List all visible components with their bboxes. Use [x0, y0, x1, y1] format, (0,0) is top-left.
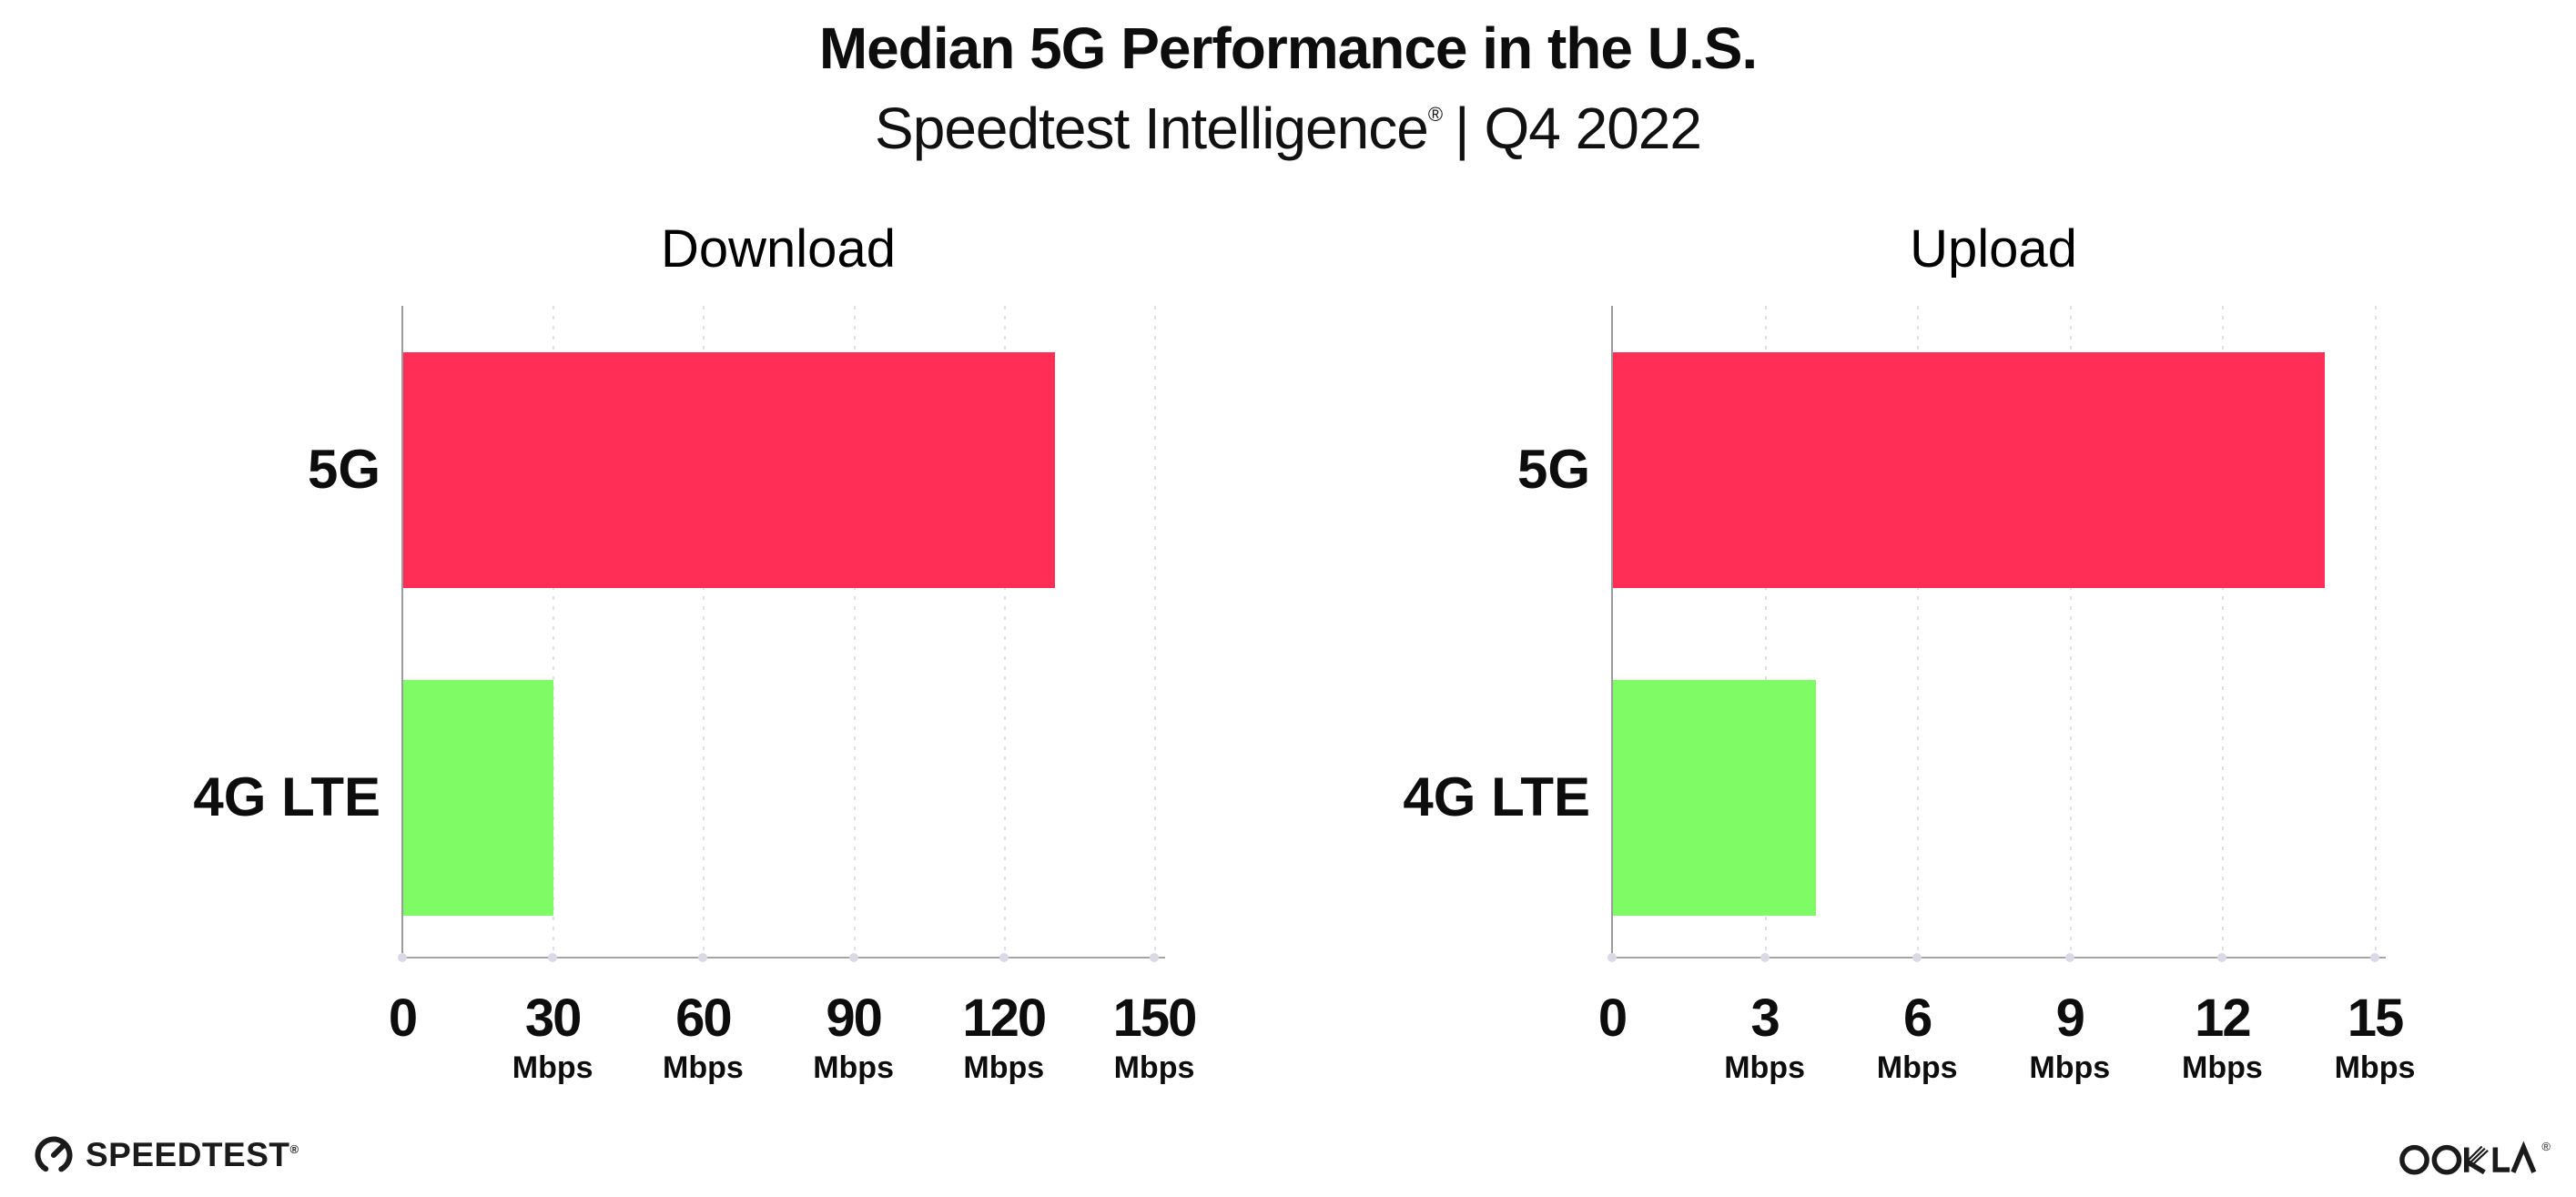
tick-dot: [548, 953, 558, 962]
tick-dot: [848, 953, 858, 962]
tick-dot: [398, 953, 407, 962]
gridline: [2222, 306, 2225, 957]
bar-5g-download: [403, 352, 1055, 588]
gridline: [703, 306, 705, 957]
x-tick-value: 9: [2055, 989, 2085, 1048]
subtitle-period: | Q4 2022: [1455, 96, 1702, 161]
category-label-5g: 5G: [307, 439, 380, 500]
gridline: [1154, 306, 1156, 957]
x-tick-value: 6: [1903, 989, 1932, 1048]
tick-dot: [2370, 953, 2379, 962]
bar-4g-lte-download: [403, 680, 554, 916]
x-tick-value: 3: [1750, 989, 1780, 1048]
x-tick-0: 0: [330, 988, 475, 1049]
x-tick-150: 150 Mbps: [1081, 988, 1227, 1086]
gridline: [853, 306, 856, 957]
gridline: [1003, 306, 1006, 957]
chart-upload: Upload 5G 4G LTE 0 3 Mbps: [1403, 218, 2415, 1085]
gridline: [553, 306, 555, 957]
x-tick-unit: Mbps: [2334, 1050, 2416, 1085]
x-tick-value: 150: [1112, 989, 1198, 1048]
y-axis-line: [401, 306, 403, 959]
x-tick-unit: Mbps: [813, 1050, 894, 1085]
bar-5g-upload: [1613, 352, 2326, 588]
x-tick-6: 6 Mbps: [1844, 988, 1990, 1086]
registered-mark: ®: [2541, 1140, 2551, 1153]
x-tick-12: 12 Mbps: [2149, 988, 2295, 1086]
x-tick-unit: Mbps: [2182, 1050, 2263, 1085]
category-label-4g-lte: 4G LTE: [193, 766, 380, 827]
gridline: [1917, 306, 1920, 957]
registered-mark: ®: [1427, 103, 1443, 126]
tick-dot: [1150, 953, 1159, 962]
x-tick-9: 9 Mbps: [1997, 988, 2143, 1086]
x-tick-unit: Mbps: [512, 1050, 593, 1085]
x-tick-unit: Mbps: [1113, 1050, 1195, 1085]
gridline: [2375, 306, 2377, 957]
chart-download: Download 5G 4G LTE 0 30 Mbps: [193, 218, 1197, 1085]
category-label-5g: 5G: [1516, 439, 1590, 500]
gridline: [1764, 306, 1767, 957]
tick-dot: [698, 953, 708, 962]
plot-area-download: 5G 4G LTE 0 30 Mbps 60 Mbps 90 Mbps 120 …: [193, 306, 1197, 1085]
x-tick-unit: Mbps: [963, 1050, 1045, 1085]
x-tick-unit: Mbps: [2029, 1050, 2111, 1085]
bar-4g-lte-upload: [1613, 680, 1817, 916]
registered-mark: ®: [289, 1142, 299, 1156]
plot-area-upload: 5G 4G LTE 0 3 Mbps 6 Mbps 9 Mbps 12 Mbps: [1403, 306, 2415, 1085]
x-tick-30: 30 Mbps: [480, 988, 625, 1086]
x-tick-value: 120: [962, 989, 1047, 1048]
x-tick-60: 60 Mbps: [630, 988, 776, 1086]
x-tick-value: 15: [2347, 989, 2405, 1048]
speedtest-wordmark: SPEEDTEST®: [86, 1136, 299, 1174]
x-tick-unit: Mbps: [1724, 1050, 1805, 1085]
tick-dot: [999, 953, 1009, 962]
x-tick-90: 90 Mbps: [781, 988, 927, 1086]
page-subtitle: Speedtest Intelligence® | Q4 2022: [0, 95, 2576, 162]
ookla-logo: ®: [2398, 1138, 2551, 1178]
tick-dot: [1607, 953, 1617, 962]
gauge-icon: [35, 1136, 73, 1174]
speedtest-label: SPEEDTEST: [86, 1136, 290, 1173]
page-title: Median 5G Performance in the U.S.: [818, 15, 1758, 81]
ookla-wordmark-icon: [2399, 1141, 2537, 1175]
x-axis-line: [401, 957, 1165, 959]
x-tick-value: 90: [826, 989, 883, 1048]
tick-dot: [1912, 953, 1922, 962]
x-tick-15: 15 Mbps: [2302, 988, 2448, 1086]
y-axis-line: [1611, 306, 1613, 959]
x-tick-value: 30: [524, 989, 583, 1048]
x-axis-line: [1611, 957, 2386, 959]
chart-title-upload: Upload: [1910, 219, 2077, 279]
x-tick-unit: Mbps: [1876, 1050, 1958, 1085]
speedtest-logo: SPEEDTEST®: [33, 1134, 299, 1176]
x-tick-0: 0: [1539, 988, 1685, 1049]
subtitle-brand: Speedtest Intelligence: [875, 96, 1429, 161]
category-label-4g-lte: 4G LTE: [1403, 766, 1590, 827]
x-tick-value: 60: [675, 989, 733, 1048]
x-tick-value: 0: [1597, 989, 1628, 1048]
x-tick-3: 3 Mbps: [1692, 988, 1838, 1086]
tick-dot: [2064, 953, 2074, 962]
x-tick-value: 0: [388, 989, 418, 1048]
x-tick-value: 12: [2195, 989, 2252, 1048]
x-tick-120: 120 Mbps: [931, 988, 1077, 1086]
x-tick-unit: Mbps: [663, 1050, 744, 1085]
chart-title-download: Download: [661, 219, 896, 279]
gridline: [2069, 306, 2072, 957]
tick-dot: [1760, 953, 1770, 962]
tick-dot: [2217, 953, 2227, 962]
